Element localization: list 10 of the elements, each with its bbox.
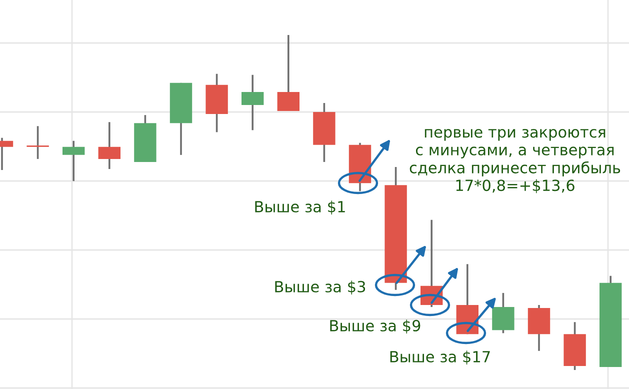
- annotation: первые три закроются с минусами, а четвертая сделка принесет прибыль 17*0,8=+$13,6: [410, 128, 620, 194]
- candlestick: [98, 121, 120, 170]
- candlestick: [277, 34, 300, 112]
- candlestick: [62, 140, 85, 182]
- annotation: Выше за $17: [390, 350, 490, 364]
- annotation: Выше за $3: [275, 280, 366, 294]
- candlestick: [26, 125, 49, 160]
- candlestick: [242, 74, 264, 132]
- annotation: Выше за $9: [330, 320, 420, 334]
- annotation: Выше за $1: [255, 200, 345, 214]
